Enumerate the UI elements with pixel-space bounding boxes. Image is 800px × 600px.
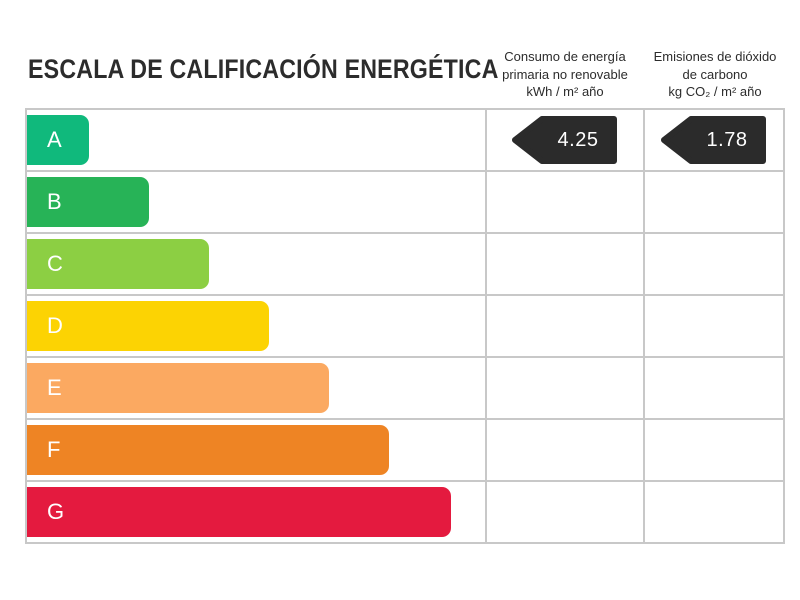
rating-letter-f: F [47,437,61,462]
emissions-cell-b [645,172,783,232]
emissions-cell-e [645,358,783,418]
rating-bar-cell: A [27,110,485,170]
consumption-cell-g [485,482,645,542]
rating-bar-f: F [27,425,389,475]
emissions-column-header: Emisiones de dióxido de carbono kg CO₂ /… [645,48,785,101]
consumption-cell-b [485,172,645,232]
header-line: Consumo de energía [504,49,626,64]
consumption-value: 4.25 [557,128,599,151]
rating-letter-g: G [47,499,65,524]
header-line: kg CO₂ / m² año [668,84,762,99]
emissions-cell-g [645,482,783,542]
rating-letter-a: A [47,127,62,152]
rating-bar-cell: G [27,482,485,542]
rating-bar-cell: F [27,420,485,480]
scale-row-b: B [27,172,783,234]
rating-bar-g: G [27,487,451,537]
emissions-cell-f [645,420,783,480]
emissions-cell-c [645,234,783,294]
scale-row-a: A 4.25 1.78 [27,110,783,172]
rating-bar-cell: E [27,358,485,418]
rating-table: A 4.25 1.78 [25,108,785,544]
scale-row-g: G [27,482,783,542]
header-line: Emisiones de dióxido [653,49,777,64]
scale-row-c: C [27,234,783,296]
page-title: ESCALA DE CALIFICACIÓN ENERGÉTICA [28,54,499,84]
header-line: primaria no renovable [502,66,628,82]
consumption-cell-a: 4.25 [485,110,645,170]
rating-bar-cell: C [27,234,485,294]
rating-bar-c: C [27,239,209,289]
consumption-column-header: Consumo de energía primaria no renovable… [485,48,645,101]
emissions-value: 1.78 [706,128,748,151]
rating-letter-c: C [47,251,63,276]
rating-letter-e: E [47,375,62,400]
rating-bar-e: E [27,363,329,413]
emissions-cell-d [645,296,783,356]
rating-letter-d: D [47,313,63,338]
rating-bar-a: A [27,115,89,165]
rating-bar-b: B [27,177,149,227]
rating-bar-cell: B [27,172,485,232]
rating-bar-d: D [27,301,269,351]
consumption-cell-f [485,420,645,480]
scale-row-e: E [27,358,783,420]
consumption-cell-c [485,234,645,294]
left-arrow-icon [512,116,617,164]
header-line: kWh / m² año [526,84,604,99]
rating-bar-cell: D [27,296,485,356]
left-arrow-icon [661,116,766,164]
emissions-value-arrow: 1.78 [661,115,767,165]
consumption-cell-e [485,358,645,418]
scale-row-f: F [27,420,783,482]
emissions-cell-a: 1.78 [645,110,783,170]
header-line: de carbono [682,66,748,82]
consumption-value-arrow: 4.25 [512,115,618,165]
consumption-cell-d [485,296,645,356]
scale-row-d: D [27,296,783,358]
rating-letter-b: B [47,189,62,214]
